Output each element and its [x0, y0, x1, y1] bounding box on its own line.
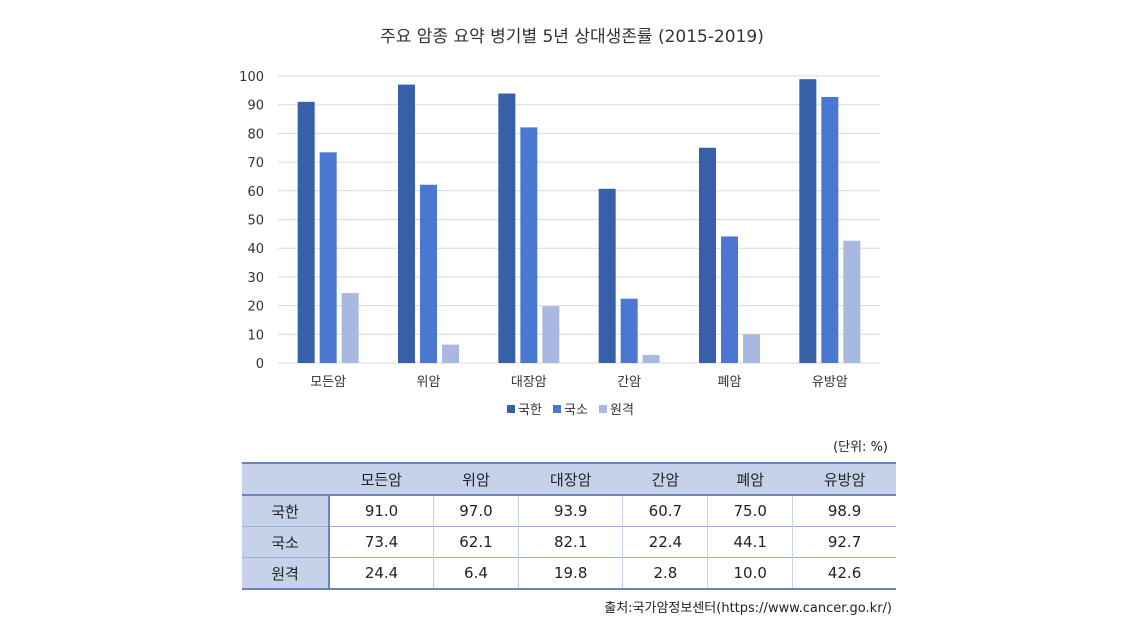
table-cell: 98.9: [792, 495, 896, 527]
y-tick-label: 100: [239, 70, 264, 85]
table-cell: 93.9: [517, 495, 623, 527]
y-axis-ticks: 0 10 20 30 40 50 60 70 80 90 100: [239, 70, 264, 372]
x-category-label: 모든암: [310, 375, 346, 390]
table-cell: 91.0: [328, 495, 434, 527]
column-header: 폐암: [707, 462, 793, 496]
table-row: 국소 73.4 62.1 82.1 22.4 44.1 92.7: [242, 526, 896, 558]
table-cell: 62.1: [433, 526, 519, 558]
x-category-label: 위암: [417, 375, 441, 390]
bar-국한-위암: [398, 84, 415, 364]
bar-chart: 주요 암종 요약 병기별 5년 상대생존률 (2015-2019) 0 10 20 3…: [239, 27, 880, 418]
unit-note: (단위: %): [833, 440, 888, 455]
bar-원격-모든암: [341, 292, 359, 363]
bar-국소-대장암: [520, 127, 538, 363]
y-tick-label: 40: [247, 242, 264, 257]
x-category-label: 유방암: [812, 375, 848, 390]
source-note: 출처:국가암정보센터(https://www.cancer.go.kr/): [604, 601, 892, 616]
bars: [297, 79, 861, 364]
bar-국한-유방암: [799, 79, 817, 364]
bar-국한-대장암: [498, 93, 516, 363]
table-cell: 42.6: [792, 557, 896, 589]
bar-국한-폐암: [699, 147, 716, 363]
table-cell: 82.1: [517, 526, 623, 558]
legend-label: 원격: [610, 403, 634, 418]
x-category-label: 폐암: [718, 375, 742, 390]
table-header-row: 모든암 위암 대장암 간암 폐암 유방암: [242, 462, 896, 496]
table-cell: 22.4: [622, 526, 708, 558]
x-category-label: 대장암: [511, 375, 547, 390]
y-tick-label: 90: [247, 99, 264, 114]
y-tick-label: 60: [247, 185, 264, 200]
bar-원격-유방암: [843, 240, 861, 363]
table-row: 원격 24.4 6.4 19.8 2.8 10.0 42.6: [242, 557, 896, 589]
row-header: 국한: [242, 495, 330, 527]
legend-label: 국소: [564, 403, 588, 418]
legend-swatch: [507, 405, 515, 413]
gridlines: [278, 75, 880, 364]
data-table: 모든암 위암 대장암 간암 폐암 유방암 국한 91.0 97.0 93.9 6…: [242, 462, 896, 590]
table-cell: 97.0: [433, 495, 519, 527]
bar-원격-폐암: [743, 334, 760, 363]
bar-국소-유방암: [821, 96, 839, 364]
column-header: 대장암: [517, 462, 623, 496]
table-cell: 19.8: [517, 557, 623, 589]
y-tick-label: 20: [247, 300, 264, 315]
bar-국한-모든암: [297, 101, 315, 363]
x-axis-categories: 모든암 위암 대장암 간암 폐암 유방암: [310, 375, 848, 390]
column-header: 모든암: [328, 462, 434, 496]
header-corner-cell: [242, 462, 329, 496]
table-cell: 44.1: [707, 526, 793, 558]
y-tick-label: 70: [247, 156, 264, 171]
table-cell: 92.7: [792, 526, 896, 558]
bar-국소-모든암: [319, 152, 337, 363]
bar-원격-간암: [642, 354, 660, 363]
y-tick-label: 0: [256, 357, 264, 372]
column-header: 간암: [622, 462, 708, 496]
column-header: 위암: [433, 462, 519, 496]
x-category-label: 간암: [617, 375, 641, 390]
y-tick-label: 80: [247, 127, 264, 142]
y-tick-label: 50: [247, 214, 264, 229]
table-cell: 6.4: [433, 557, 519, 589]
legend: 국한 국소 원격: [507, 403, 634, 418]
legend-label: 국한: [518, 403, 542, 418]
table-cell: 24.4: [328, 557, 434, 589]
column-header: 유방암: [792, 462, 896, 496]
chart-title: 주요 암종 요약 병기별 5년 상대생존률 (2015-2019): [380, 27, 764, 47]
table-cell: 2.8: [622, 557, 708, 589]
table-cell: 73.4: [328, 526, 434, 558]
bar-원격-위암: [442, 344, 459, 363]
row-header: 국소: [242, 526, 330, 558]
bar-국소-위암: [420, 184, 437, 363]
table-cell: 10.0: [707, 557, 793, 589]
table-row: 국한 91.0 97.0 93.9 60.7 75.0 98.9: [242, 495, 896, 527]
table-cell: 60.7: [622, 495, 708, 527]
bar-국소-간암: [620, 298, 638, 363]
bar-국한-간암: [598, 188, 616, 363]
bar-국소-폐암: [721, 236, 738, 363]
y-tick-label: 30: [247, 271, 264, 286]
bar-원격-대장암: [542, 306, 560, 363]
legend-swatch: [599, 405, 607, 413]
row-header: 원격: [242, 557, 330, 589]
y-tick-label: 10: [247, 328, 264, 343]
legend-swatch: [553, 405, 561, 413]
table-cell: 75.0: [707, 495, 793, 527]
